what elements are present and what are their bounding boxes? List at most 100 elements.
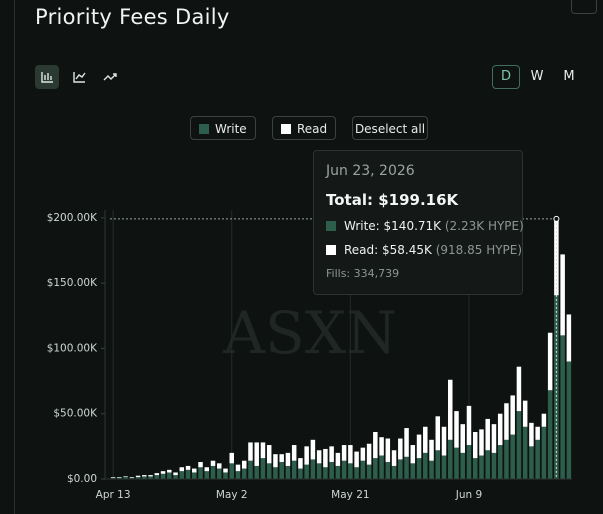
bar-segment <box>385 438 391 463</box>
bar-segment <box>198 467 203 479</box>
bar-segment <box>472 431 478 459</box>
bar-segment <box>479 429 484 456</box>
bar-segment <box>316 463 322 479</box>
bar-segment <box>129 477 135 478</box>
bar-segment <box>135 477 141 479</box>
legend-label: Write <box>215 122 247 136</box>
x-tick-label: May 21 <box>331 489 369 501</box>
legend-write[interactable]: Write <box>190 116 256 140</box>
bar-segment <box>547 390 553 479</box>
bar-segment <box>210 465 216 479</box>
bar-segment <box>223 472 228 479</box>
bar-segment <box>173 472 178 476</box>
bar-segment <box>248 442 253 461</box>
bar-segment <box>391 465 397 479</box>
y-tick-label: $100.00K <box>47 342 98 354</box>
panel <box>14 0 603 514</box>
bar-segment <box>229 452 234 464</box>
bar-segment <box>335 465 341 479</box>
bar-segment <box>366 443 372 465</box>
bar-segment <box>379 455 384 479</box>
bar-segment <box>466 445 472 479</box>
export-button[interactable] <box>571 0 597 14</box>
bar-segment <box>554 218 559 296</box>
bar-segment <box>410 463 416 479</box>
bar-segment <box>460 424 465 453</box>
bar-segment <box>398 459 403 479</box>
watermark: ASXN <box>222 299 397 367</box>
legend-read[interactable]: Read <box>272 116 336 140</box>
bar-segment <box>354 467 359 479</box>
bar-segment <box>529 422 534 447</box>
tooltip-fills: Fills: 334,739 <box>326 267 400 280</box>
chart-title: Priority Fees Daily <box>35 5 230 29</box>
bar-segment <box>379 437 384 456</box>
bar-segment <box>404 428 409 457</box>
bar-segment <box>423 426 428 453</box>
y-tick-label: $50.00K <box>53 408 98 420</box>
range-button[interactable]: D <box>492 65 520 89</box>
range-button[interactable]: W <box>530 69 544 84</box>
line-chart-button[interactable] <box>67 65 91 89</box>
bar-segment <box>510 395 515 435</box>
bar-segment <box>448 439 453 479</box>
y-tick-label: $200.00K <box>47 212 98 224</box>
tooltip-write-hype: (2.23K HYPE) <box>444 219 524 233</box>
bar-segment <box>404 456 409 479</box>
bar-segment <box>204 467 210 472</box>
bar-segment <box>235 471 241 479</box>
bar-segment <box>348 445 353 464</box>
x-tick-label: May 2 <box>216 489 248 501</box>
bar-segment <box>273 454 278 468</box>
tooltip-read-hype: (918.85 HYPE) <box>435 243 523 257</box>
bar-segment <box>366 464 372 479</box>
bar-segment <box>522 426 528 479</box>
bar-segment <box>466 405 472 446</box>
tooltip-row: Read: $58.45K (918.85 HYPE) <box>326 243 522 257</box>
bar-segment <box>304 446 309 465</box>
trend-button[interactable] <box>98 65 122 89</box>
bar-segment <box>304 464 309 479</box>
bar-segment <box>260 442 266 459</box>
bar-segment <box>110 477 116 478</box>
bar-segment <box>117 477 122 479</box>
bar-segment <box>472 458 478 479</box>
range-button[interactable]: M <box>563 69 575 84</box>
bar-segment <box>360 460 366 479</box>
bar-segment <box>410 445 416 464</box>
bar-segment <box>416 434 422 459</box>
bar-segment <box>566 314 572 362</box>
bar-segment <box>204 471 210 479</box>
bar-segment <box>535 426 540 440</box>
bar-segment <box>497 413 503 446</box>
bar-segment <box>167 469 172 473</box>
bar-segment <box>298 468 303 479</box>
bar-segment <box>279 454 284 463</box>
bar-segment <box>142 475 147 477</box>
tooltip: Jun 23, 2026 Total: $199.16K Write: $140… <box>313 150 524 295</box>
bar-segment <box>217 468 222 479</box>
bar-segment <box>142 476 147 479</box>
legend-swatch <box>281 124 291 134</box>
bar-segment <box>241 468 247 479</box>
bar-segment <box>223 468 228 473</box>
bar-segment <box>516 411 522 479</box>
bar-segment <box>335 452 341 466</box>
bar-chart-button[interactable] <box>35 65 59 89</box>
bar-segment <box>273 467 278 479</box>
bar-segment <box>535 439 540 479</box>
bar-segment <box>504 403 509 440</box>
bar-segment <box>279 462 284 479</box>
line-icon <box>73 72 86 83</box>
tooltip-date: Jun 23, 2026 <box>326 163 415 179</box>
bar-segment <box>485 418 490 451</box>
deselect-button[interactable]: Deselect all <box>352 116 428 140</box>
bar-segment <box>341 460 347 479</box>
bar-segment <box>360 447 366 461</box>
bar-segment <box>123 477 128 479</box>
legend-label: Read <box>297 122 328 136</box>
bar-segment <box>285 452 291 466</box>
bar-segment <box>217 463 222 469</box>
bar-segment <box>441 455 447 479</box>
